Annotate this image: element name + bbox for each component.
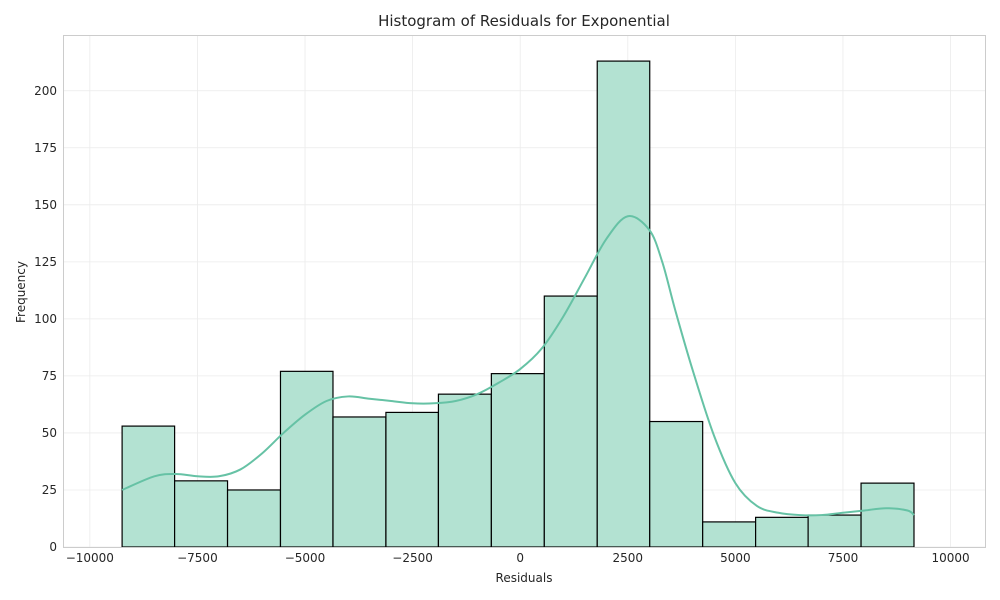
histogram-bars	[121, 60, 915, 548]
histogram-bar	[490, 373, 545, 548]
plot-frame	[63, 35, 986, 548]
x-tick-label: −2500	[392, 551, 433, 565]
x-tick-label: −7500	[177, 551, 218, 565]
y-axis-ticks: 0 25 50 75 100 125 150 175 200	[34, 84, 57, 554]
histogram-bar	[596, 60, 651, 548]
kde-curve-group	[121, 215, 915, 517]
y-tick-label: 200	[34, 84, 57, 98]
histogram-bar	[279, 370, 334, 548]
histogram-bar	[860, 482, 915, 548]
y-axis-label: Frequency	[14, 261, 28, 323]
x-tick-label: 7500	[828, 551, 859, 565]
y-tick-label: 75	[42, 369, 57, 383]
x-axis-label: Residuals	[496, 571, 553, 585]
y-tick-label: 100	[34, 312, 57, 326]
histogram-bar	[437, 393, 492, 548]
kde-curve	[121, 215, 915, 517]
y-tick-label: 125	[34, 255, 57, 269]
y-tick-label: 175	[34, 141, 57, 155]
x-tick-label: 0	[516, 551, 524, 565]
histogram-bar	[649, 420, 704, 548]
x-tick-label: −10000	[66, 551, 114, 565]
x-tick-label: 5000	[720, 551, 751, 565]
histogram-bar	[543, 295, 598, 548]
x-tick-label: 10000	[931, 551, 969, 565]
x-tick-label: 2500	[613, 551, 644, 565]
y-tick-label: 0	[49, 540, 57, 554]
y-tick-label: 150	[34, 198, 57, 212]
histogram-bar	[385, 411, 440, 548]
x-tick-label: −5000	[285, 551, 326, 565]
y-tick-label: 25	[42, 483, 57, 497]
x-axis-ticks: −10000 −7500 −5000 −2500 0 2500 5000 7500 10000	[66, 551, 970, 565]
chart-title: Histogram of Residuals for Exponential	[378, 12, 670, 30]
histogram-bar	[807, 514, 862, 548]
histogram-bar	[332, 416, 387, 548]
histogram-bar	[226, 489, 282, 548]
histogram-bar	[702, 521, 757, 548]
histogram-bar	[755, 516, 809, 548]
y-tick-label: 50	[42, 426, 57, 440]
histogram-bar	[174, 480, 229, 548]
histogram-bar	[121, 425, 176, 548]
